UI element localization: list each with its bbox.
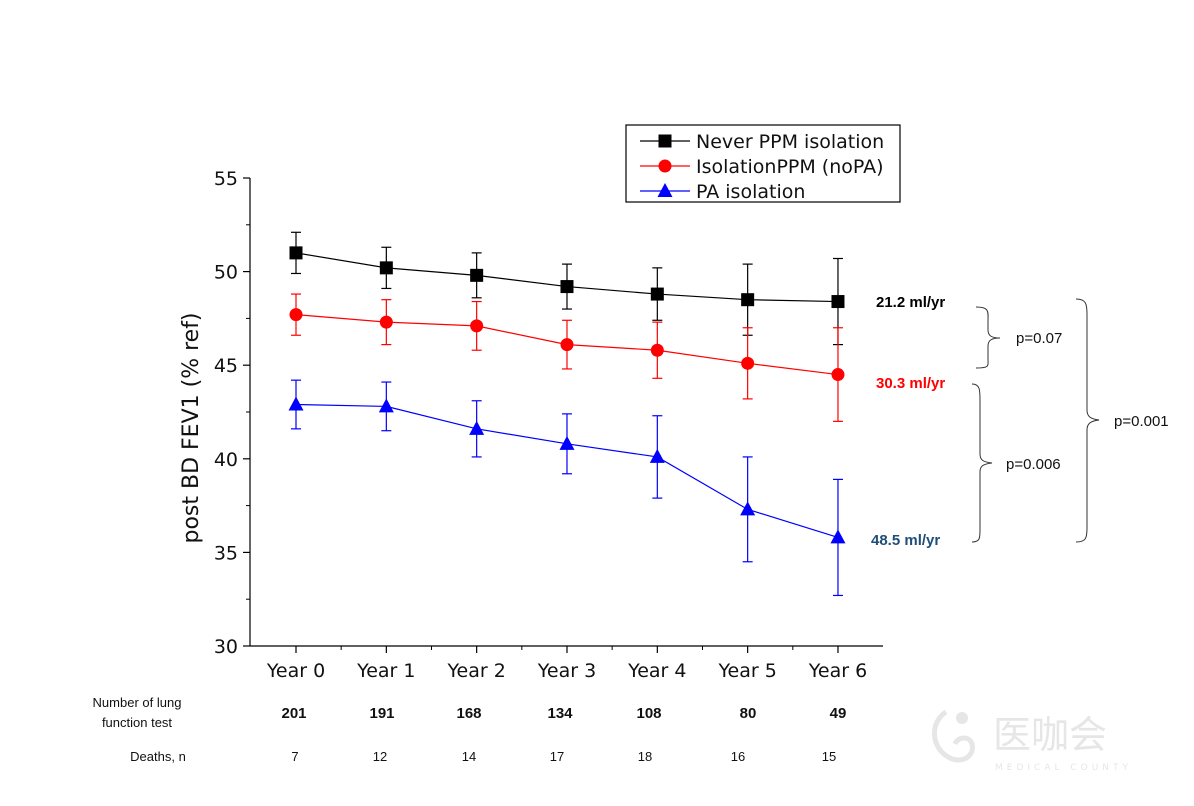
table-cell: 7 xyxy=(291,749,298,764)
data-point xyxy=(650,287,664,301)
data-point xyxy=(470,319,484,333)
watermark-text: 医咖会 xyxy=(993,713,1107,757)
x-ticks: Year 0 Year 1 Year 2 Year 3 Year 4 Year 5 Year… xyxy=(266,646,867,682)
series-square xyxy=(289,231,845,346)
data-point xyxy=(289,308,303,322)
x-tick-label: Year 3 xyxy=(537,660,596,682)
data-point xyxy=(649,448,665,463)
data-point xyxy=(830,529,846,544)
data-point xyxy=(741,293,755,307)
summary-table: Number of lung function test 201 191 168 13… xyxy=(93,695,847,764)
data-point xyxy=(740,501,756,516)
x-tick-label: Year 5 xyxy=(717,660,776,682)
legend-items: Never PPM isolation IsolationPPM (noPA) PA… xyxy=(640,131,884,203)
legend-label: PA isolation xyxy=(696,181,805,203)
data-point xyxy=(831,295,845,309)
table-cell: 168 xyxy=(456,705,481,722)
table-cell: 80 xyxy=(740,705,757,722)
legend: Never PPM isolation IsolationPPM (noPA) PA… xyxy=(625,124,901,203)
legend-label: IsolationPPM (noPA) xyxy=(696,156,884,178)
y-ticks: 30 35 40 45 50 55 xyxy=(214,168,250,658)
watermark-logo-icon xyxy=(932,709,975,763)
table-row-deaths: 7 12 14 17 18 16 15 xyxy=(291,749,836,764)
series-triangle xyxy=(288,379,846,597)
series-circle xyxy=(289,293,845,422)
table-cell: 134 xyxy=(547,705,573,722)
table-cell: 191 xyxy=(369,705,394,722)
legend-item: PA isolation xyxy=(640,181,805,203)
data-point xyxy=(831,368,845,382)
table-cell: 16 xyxy=(731,749,745,764)
y-axis-label: post BD FEV1 (% ref) xyxy=(179,312,204,543)
data-point xyxy=(289,246,303,260)
data-point xyxy=(378,398,394,413)
rate-label-isolation-ppm: 30.3 ml/yr xyxy=(876,375,945,392)
y-tick-label: 45 xyxy=(214,355,238,377)
legend-item: IsolationPPM (noPA) xyxy=(640,156,884,178)
legend-box xyxy=(625,124,901,203)
table-row-label-line2: function test xyxy=(102,715,172,730)
data-point xyxy=(650,343,664,357)
data-point xyxy=(379,315,393,329)
x-tick-label: Year 4 xyxy=(627,660,686,682)
table-row-label-line1: Number of lung xyxy=(93,695,182,710)
x-tick-label: Year 1 xyxy=(356,660,415,682)
watermark-subtext: MEDICAL COUNTY xyxy=(995,763,1132,773)
legend-marker xyxy=(657,183,673,197)
data-point xyxy=(469,420,485,435)
rate-label-never: 21.2 ml/yr xyxy=(876,294,945,311)
x-tick-label: Year 6 xyxy=(808,660,867,682)
table-cell: 18 xyxy=(638,749,652,764)
bracket-pa-vs-ppm xyxy=(971,383,993,543)
data-point xyxy=(560,280,574,294)
y-tick-label: 30 xyxy=(214,636,238,658)
y-tick-label: 50 xyxy=(214,262,238,284)
data-point xyxy=(379,261,393,275)
y-tick-label: 35 xyxy=(214,542,238,564)
data-point xyxy=(470,268,484,282)
table-cell: 201 xyxy=(281,705,306,722)
table-row-tests: 201 191 168 134 108 80 49 xyxy=(281,705,846,722)
y-tick-label: 55 xyxy=(214,168,238,190)
table-cell: 14 xyxy=(462,749,476,764)
legend-marker xyxy=(658,159,672,173)
watermark: 医咖会 MEDICAL COUNTY xyxy=(932,709,1132,773)
comparison-brackets: p=0.07 p=0.006 p=0.001 xyxy=(971,298,1169,543)
table-cell: 108 xyxy=(636,705,661,722)
legend-marker xyxy=(658,134,672,148)
legend-label: Never PPM isolation xyxy=(696,131,884,153)
series-layer xyxy=(288,231,846,597)
bracket-pa-vs-never xyxy=(1075,298,1100,543)
table-cell: 17 xyxy=(550,749,564,764)
p-value-0-006: p=0.006 xyxy=(1006,456,1061,473)
rate-label-pa: 48.5 ml/yr xyxy=(871,532,940,549)
data-point xyxy=(560,338,574,352)
table-cell: 12 xyxy=(373,749,387,764)
table-cell: 15 xyxy=(822,749,836,764)
table-cell: 49 xyxy=(830,705,847,722)
x-tick-label: Year 2 xyxy=(446,660,505,682)
rate-labels: 21.2 ml/yr 30.3 ml/yr 48.5 ml/yr xyxy=(871,294,945,549)
p-value-0-07: p=0.07 xyxy=(1016,330,1062,347)
p-value-0-001: p=0.001 xyxy=(1114,413,1169,430)
x-tick-label: Year 0 xyxy=(266,660,325,682)
legend-item: Never PPM isolation xyxy=(640,131,884,153)
data-point xyxy=(288,396,304,411)
y-tick-label: 40 xyxy=(214,449,238,471)
table-row-label-deaths: Deaths, n xyxy=(130,749,186,764)
bracket-ppm-vs-never xyxy=(975,306,1001,369)
data-point xyxy=(559,435,575,450)
data-point xyxy=(741,356,755,370)
